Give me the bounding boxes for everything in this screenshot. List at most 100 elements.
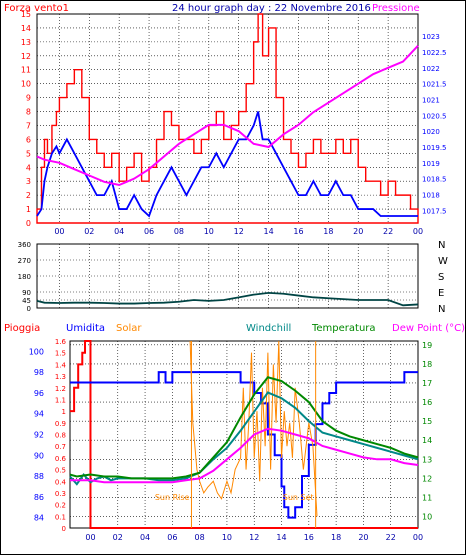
time-tick: 02 bbox=[84, 227, 94, 236]
wind-speed-tick: 11 bbox=[21, 66, 31, 75]
time-tick: 16 bbox=[293, 227, 303, 236]
temperature-tick: 17 bbox=[422, 379, 432, 388]
direction-tick: 270 bbox=[18, 257, 31, 265]
wind-speed-tick: 3 bbox=[26, 177, 31, 186]
solar-series bbox=[189, 340, 318, 517]
rain-tick: 0.5 bbox=[55, 467, 66, 475]
time-tick: 10 bbox=[204, 227, 214, 236]
solar-label: Solar bbox=[116, 323, 142, 334]
pressure-tick: 1018 bbox=[422, 192, 440, 200]
rain-tick: 1.5 bbox=[55, 350, 66, 358]
temperature-tick: 11 bbox=[422, 493, 432, 502]
wind-direction-series bbox=[36, 291, 419, 307]
compass-label: W bbox=[438, 256, 448, 267]
humidity-tick: 92 bbox=[34, 431, 44, 440]
temperature-tick: 19 bbox=[422, 341, 432, 350]
rain-tick: 1.6 bbox=[55, 338, 67, 346]
rain-tick: 0.4 bbox=[55, 478, 67, 486]
rain-tick: 0.7 bbox=[55, 443, 66, 451]
pressure-tick: 1018.5 bbox=[422, 176, 447, 184]
rain-tick: 1.1 bbox=[55, 396, 66, 404]
temperature-tick: 18 bbox=[422, 360, 432, 369]
time-tick: 08 bbox=[195, 533, 205, 542]
rain-tick: 1.4 bbox=[55, 361, 67, 369]
pressure-tick: 1020.5 bbox=[422, 112, 447, 120]
time-tick: 00 bbox=[413, 533, 423, 542]
humidity-tick: 88 bbox=[34, 472, 44, 481]
humidity-tick: 100 bbox=[29, 347, 44, 356]
rain-tick: 0.6 bbox=[55, 455, 67, 463]
wind-speed-tick: 8 bbox=[26, 108, 31, 117]
compass-label: S bbox=[438, 272, 444, 283]
rain-tick: 1.2 bbox=[55, 385, 66, 393]
rain-label: Pioggia bbox=[4, 323, 40, 334]
humidity-tick: 96 bbox=[34, 389, 44, 398]
time-tick: 00 bbox=[413, 227, 423, 236]
time-tick: 20 bbox=[353, 227, 363, 236]
time-tick: 06 bbox=[167, 533, 177, 542]
temperature-tick: 10 bbox=[422, 513, 432, 522]
time-tick: 12 bbox=[249, 533, 259, 542]
time-tick: 14 bbox=[263, 227, 273, 236]
temperature-label: Temperatura bbox=[311, 323, 376, 334]
wind-speed-tick: 13 bbox=[21, 38, 31, 47]
rain-tick: 1 bbox=[62, 408, 66, 416]
humidity-tick: 84 bbox=[34, 514, 44, 523]
wind-speed-tick: 4 bbox=[26, 163, 31, 172]
pressure-tick: 1019 bbox=[422, 160, 440, 168]
time-tick: 06 bbox=[144, 227, 154, 236]
time-tick: 08 bbox=[174, 227, 184, 236]
wind-speed-tick: 9 bbox=[26, 94, 31, 103]
pressure-label: Pressione bbox=[372, 3, 420, 14]
pressure-tick: 1020 bbox=[422, 128, 440, 136]
pressure-tick: 1021 bbox=[422, 97, 440, 105]
windchill-label: Windchill bbox=[246, 323, 291, 334]
humidity-series bbox=[70, 371, 418, 519]
rain-tick: 0.1 bbox=[55, 513, 66, 521]
temperature-tick: 15 bbox=[422, 417, 432, 426]
sunrise-label: Sun Rise bbox=[155, 493, 190, 502]
time-tick: 22 bbox=[386, 533, 396, 542]
time-tick: 20 bbox=[358, 533, 368, 542]
temperature-tick: 13 bbox=[422, 455, 432, 464]
rain-tick: 0.3 bbox=[55, 490, 66, 498]
pressure-tick: 1023 bbox=[422, 33, 440, 41]
pressure-tick: 1017.5 bbox=[422, 207, 447, 215]
wind-gust-series bbox=[36, 13, 419, 224]
temperature-series bbox=[69, 376, 419, 480]
rain-tick: 0.2 bbox=[55, 502, 66, 510]
compass-label: E bbox=[438, 288, 444, 299]
direction-tick: 0 bbox=[27, 305, 31, 313]
temperature-tick: 16 bbox=[422, 398, 432, 407]
time-tick: 22 bbox=[383, 227, 393, 236]
wind-speed-tick: 2 bbox=[26, 191, 31, 200]
humidity-tick: 98 bbox=[34, 368, 44, 377]
rain-tick: 1.3 bbox=[55, 373, 66, 381]
time-tick: 04 bbox=[140, 533, 150, 542]
dewpoint-series bbox=[70, 427, 419, 484]
time-tick: 00 bbox=[85, 533, 95, 542]
wind-speed-tick: 0 bbox=[26, 219, 31, 228]
wind-speed-tick: 12 bbox=[21, 52, 31, 61]
chart-title: 24 hour graph day : 22 Novembre 2016 bbox=[172, 3, 371, 14]
wind-average-series bbox=[36, 111, 418, 218]
wind-speed-label: Forza vento1 bbox=[4, 3, 69, 14]
rain-tick: 0.9 bbox=[55, 420, 66, 428]
pressure-tick: 1022 bbox=[422, 65, 440, 73]
temperature-tick: 12 bbox=[422, 474, 432, 483]
wind-speed-tick: 1 bbox=[26, 205, 31, 214]
humidity-tick: 86 bbox=[34, 493, 44, 502]
time-tick: 02 bbox=[113, 533, 123, 542]
direction-tick: 45 bbox=[22, 297, 31, 305]
time-tick: 10 bbox=[222, 533, 232, 542]
humidity-label: Umidita bbox=[66, 323, 105, 334]
direction-tick: 360 bbox=[18, 241, 31, 249]
humidity-tick: 90 bbox=[34, 451, 44, 460]
time-tick: 18 bbox=[323, 227, 333, 236]
time-tick: 00 bbox=[54, 227, 64, 236]
temperature-tick: 14 bbox=[422, 436, 432, 445]
rain-tick: 0.8 bbox=[55, 432, 66, 440]
wind-speed-tick: 14 bbox=[21, 24, 31, 33]
compass-label: N bbox=[438, 240, 445, 251]
